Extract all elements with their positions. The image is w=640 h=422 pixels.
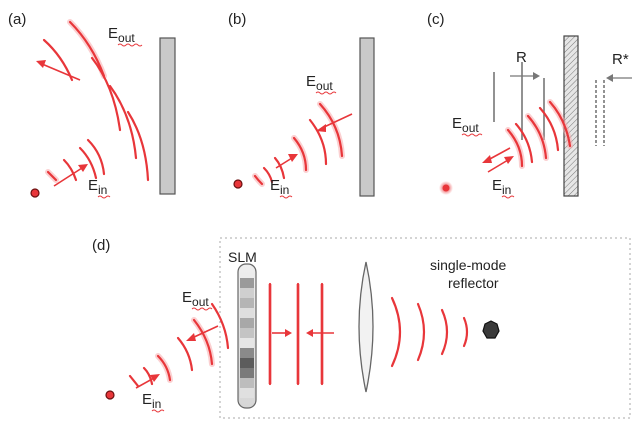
panel-c: (c) R R* Eout	[427, 11, 632, 199]
panel-b-tag: (b)	[228, 11, 246, 28]
panel-d-slm-label: SLM	[228, 249, 257, 265]
panel-a-outgoing-waves	[42, 19, 150, 182]
panel-b-mirror	[359, 37, 375, 197]
panel-d-converging-waves	[390, 296, 469, 368]
panel-d-e-in-label: Ein	[142, 391, 165, 413]
panel-d-out-arrow	[191, 325, 219, 339]
panel-b-e-in-label: Ein	[270, 177, 293, 199]
panel-d-single-mode-reflector	[482, 320, 500, 339]
panel-c-e-in-label: Ein	[492, 177, 515, 199]
svg-text:Eout: Eout	[452, 115, 479, 135]
panel-a-source	[30, 188, 40, 198]
panel-a: (a) Eout Ein	[8, 11, 176, 199]
panel-d-lens	[358, 261, 374, 393]
panel-c-out-arrow	[487, 147, 511, 161]
svg-text:Ein: Ein	[142, 391, 161, 411]
panel-d-tag: (d)	[92, 237, 110, 254]
panel-d-reflector-label-2: reflector	[448, 275, 499, 291]
svg-text:Ein: Ein	[88, 177, 107, 197]
panel-c-scattering-mirror	[563, 35, 579, 197]
panel-b-e-out-label: Eout	[306, 73, 337, 95]
panel-c-waves	[505, 99, 573, 169]
svg-text:Eout: Eout	[182, 289, 209, 309]
panel-b-source	[233, 179, 243, 189]
panel-d-reflector-label-1: single-mode	[430, 257, 506, 273]
panel-b-out-arrow	[321, 113, 353, 129]
panel-a-e-out-label: Eout	[108, 25, 143, 47]
panel-c-e-out-label: Eout	[452, 115, 483, 137]
panel-b-waves	[252, 101, 345, 187]
panel-c-tag: (c)	[427, 11, 445, 28]
panel-a-incoming-waves	[45, 138, 106, 183]
panel-d: (d) SLM single-mode reflector	[92, 237, 631, 419]
svg-text:Eout: Eout	[108, 25, 135, 45]
panel-d-e-out-label: Eout	[182, 289, 213, 311]
panel-d-setup-box	[219, 237, 631, 419]
panel-b: (b) Eout Ein	[228, 11, 375, 199]
svg-text:Eout: Eout	[306, 73, 333, 93]
svg-text:Ein: Ein	[492, 177, 511, 197]
svg-text:Ein: Ein	[270, 177, 289, 197]
panel-a-in-arrow	[53, 167, 83, 187]
panel-d-slm	[237, 263, 257, 409]
panel-d-source	[105, 390, 115, 400]
panel-a-out-arrow	[41, 63, 81, 81]
panel-d-external-waves	[128, 302, 230, 388]
panel-c-source	[442, 184, 450, 192]
panel-d-in-arrow	[135, 377, 155, 389]
panel-c-r-star-label: R*	[612, 51, 629, 68]
panel-c-r-label: R	[516, 49, 527, 66]
panel-a-mirror	[159, 37, 176, 195]
panel-b-in-arrow	[275, 157, 293, 169]
panel-a-tag: (a)	[8, 11, 26, 28]
panel-c-in-arrow	[487, 159, 509, 173]
panel-d-plane-waves	[268, 282, 324, 386]
panel-a-e-in-label: Ein	[88, 177, 111, 199]
